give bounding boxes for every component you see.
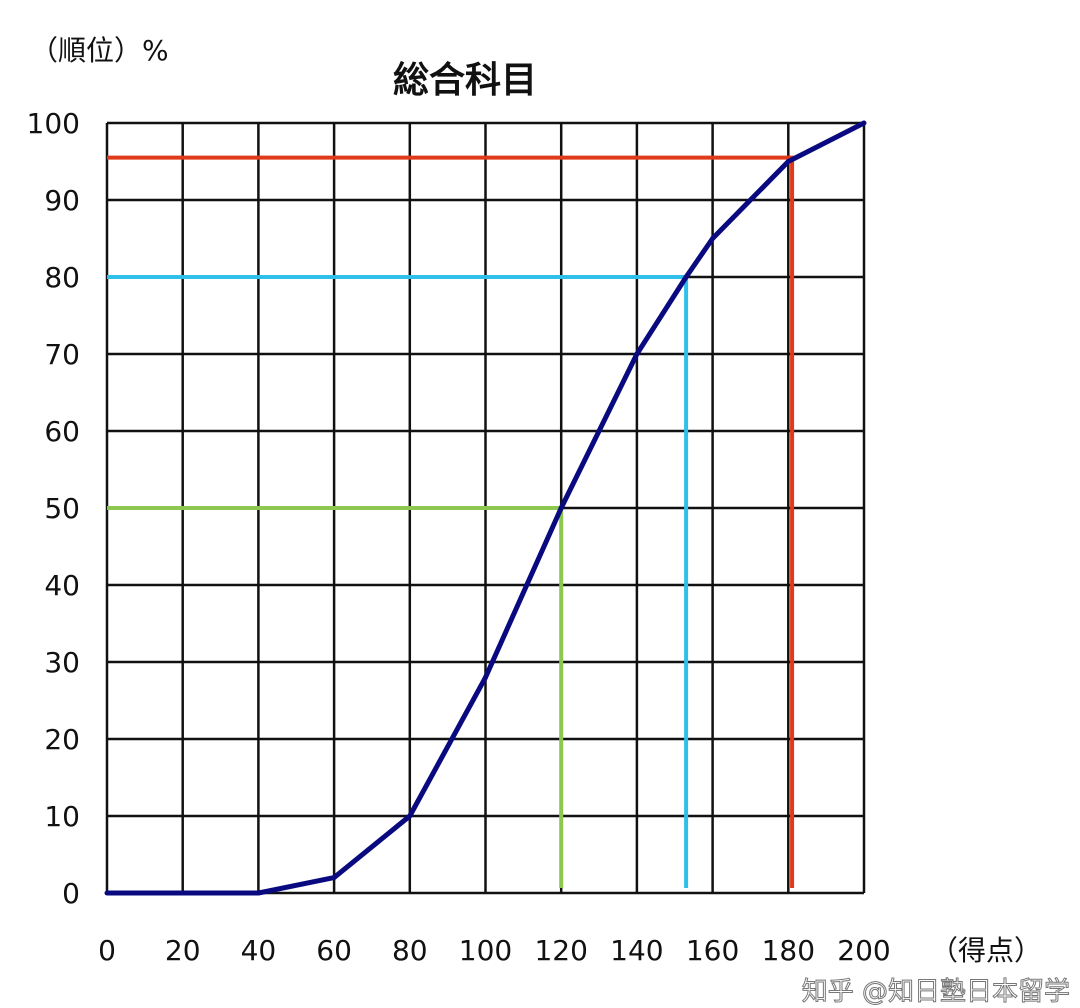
reference-lines — [107, 155, 795, 888]
x-tick-label: 40 — [241, 934, 277, 967]
x-tick-label: 140 — [610, 934, 663, 967]
data-point — [785, 159, 791, 164]
y-tick-label: 70 — [44, 338, 80, 371]
x-tick-label: 180 — [762, 934, 815, 967]
x-tick-label: 200 — [837, 934, 890, 967]
data-point — [104, 890, 110, 896]
y-tick-label: 60 — [44, 415, 80, 448]
y-tick-label: 30 — [44, 646, 80, 679]
x-tick-label: 60 — [316, 934, 352, 967]
y-tick-label: 100 — [27, 107, 80, 140]
y-tick-label: 10 — [44, 800, 80, 833]
x-axis-label: （得点） — [930, 934, 1042, 967]
data-point — [483, 674, 488, 680]
data-point — [558, 505, 564, 511]
y-tick-label: 80 — [44, 261, 80, 294]
data-point — [255, 890, 261, 896]
x-tick-label: 20 — [165, 934, 201, 967]
y-tick-label: 50 — [44, 492, 80, 525]
x-tick-label: 160 — [686, 934, 739, 967]
y-tick-label: 40 — [44, 569, 80, 602]
data-point — [331, 875, 337, 881]
watermark: 知乎 @知日塾日本留学 — [802, 977, 1070, 1007]
x-tick-label: 100 — [459, 934, 512, 967]
y-tick-label: 20 — [44, 723, 80, 756]
x-tick-label: 80 — [392, 934, 428, 967]
y-tick-labels: 0 10 20 30 40 50 60 70 80 90 100 — [27, 107, 80, 910]
data-point — [683, 274, 689, 280]
reference-line — [107, 275, 689, 888]
data-point — [407, 813, 413, 819]
y-tick-label: 0 — [62, 877, 80, 910]
x-tick-labels: 0 20 40 60 80 100 120 140 160 180 200 — [98, 934, 891, 967]
y-axis-label: （順位）% — [30, 34, 169, 67]
data-point — [634, 351, 640, 357]
data-point — [861, 120, 867, 126]
y-tick-label: 90 — [44, 184, 80, 217]
reference-line — [107, 155, 795, 888]
x-tick-label: 0 — [98, 934, 116, 967]
chart-title: 総合科目 — [393, 60, 537, 101]
data-point — [710, 236, 716, 241]
x-tick-label: 120 — [534, 934, 587, 967]
series — [104, 120, 867, 896]
